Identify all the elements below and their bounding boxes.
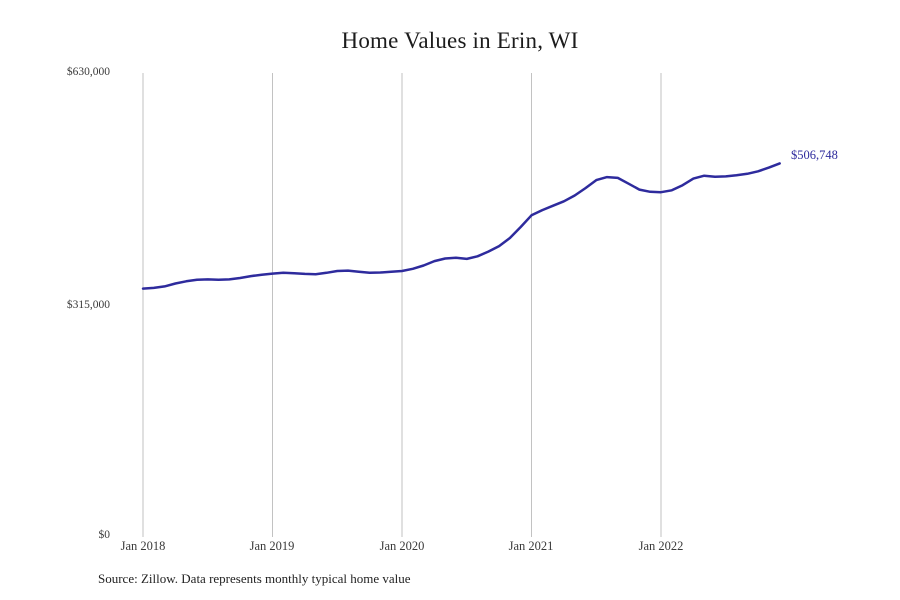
chart-title: Home Values in Erin, WI (341, 28, 579, 53)
x-axis-tick-jan-2022: Jan 2022 (638, 539, 684, 553)
x-axis-tick-jan-2021: Jan 2021 (508, 539, 554, 553)
source-attribution: Source: Zillow. Data represents monthly … (98, 571, 411, 586)
latest-value-label: $506,748 (791, 148, 838, 162)
home-value-series-line (141, 162, 781, 290)
y-axis-tick-630000: $630,000 (66, 66, 110, 78)
x-axis-tick-jan-2020: Jan 2020 (379, 539, 425, 553)
x-axis-tick-jan-2019: Jan 2019 (249, 539, 295, 553)
y-axis-tick-0: $0 (98, 529, 111, 541)
y-axis-tick-315000: $315,000 (66, 299, 110, 311)
x-axis-tick-jan-2018: Jan 2018 (120, 539, 166, 553)
